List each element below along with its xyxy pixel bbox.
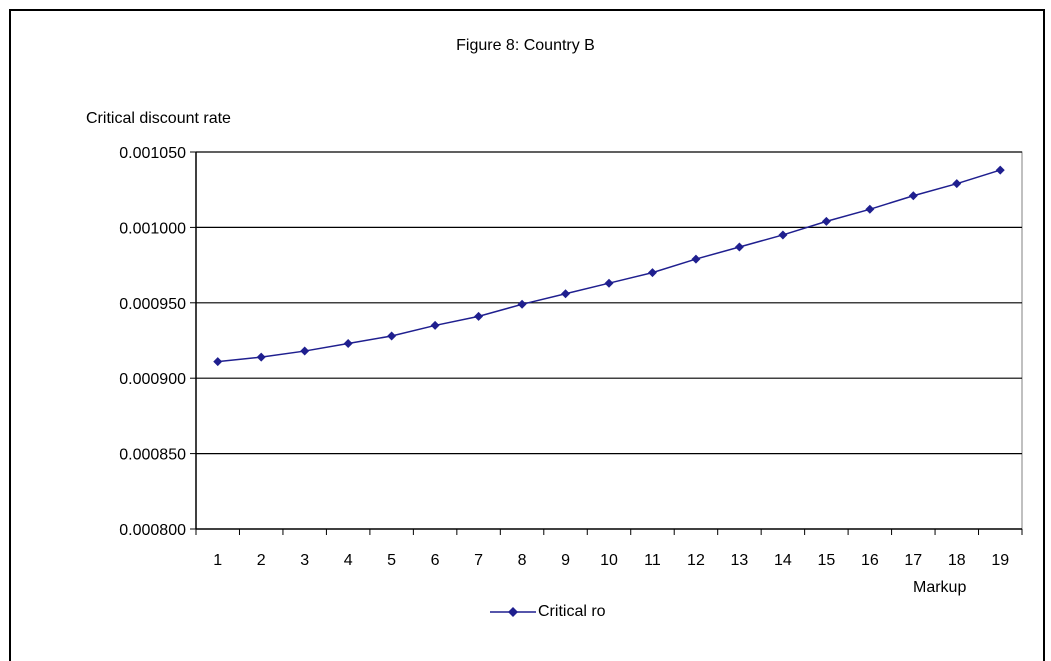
chart-frame <box>9 9 1045 661</box>
x-tick-label: 11 <box>644 552 661 569</box>
x-tick-label: 17 <box>904 552 922 569</box>
legend-label: Critical ro <box>538 603 606 620</box>
x-tick-label: 4 <box>344 552 353 569</box>
y-tick-label: 0.001050 <box>119 145 186 162</box>
x-tick-label: 19 <box>991 552 1009 569</box>
x-tick-label: 15 <box>817 552 835 569</box>
x-tick-label: 7 <box>474 552 483 569</box>
data-point <box>430 320 440 330</box>
data-point <box>734 242 744 252</box>
data-point <box>343 339 353 349</box>
x-tick-label: 12 <box>687 552 705 569</box>
data-point <box>995 165 1005 175</box>
data-point <box>604 278 614 288</box>
data-point <box>865 204 875 214</box>
legend-marker <box>490 607 536 617</box>
data-point <box>778 230 788 240</box>
x-tick-label: 10 <box>600 552 618 569</box>
data-point <box>256 352 266 362</box>
legend: Critical ro <box>490 603 606 621</box>
x-tick-label: 9 <box>561 552 570 569</box>
x-tick-label: 6 <box>431 552 440 569</box>
series-line <box>217 169 1001 363</box>
x-axis-label: Markup <box>913 579 967 596</box>
x-tick-label: 8 <box>518 552 527 569</box>
y-tick-label: 0.001000 <box>119 220 186 237</box>
x-tick-label: 13 <box>731 552 749 569</box>
y-tick-label: 0.000850 <box>119 447 186 464</box>
x-tick-label: 14 <box>774 552 792 569</box>
data-point <box>561 289 571 299</box>
data-point <box>821 216 831 226</box>
y-tick-label: 0.000800 <box>119 522 186 539</box>
data-point <box>691 254 701 264</box>
data-point <box>952 179 962 189</box>
y-tick-label: 0.000950 <box>119 296 186 313</box>
data-point <box>300 346 310 356</box>
plot-area <box>195 151 1023 530</box>
x-tick-label: 5 <box>387 552 396 569</box>
y-axis-label: Critical discount rate <box>86 110 231 127</box>
x-tick-label: 3 <box>300 552 309 569</box>
data-point <box>517 299 527 309</box>
chart-title: Figure 8: Country B <box>456 37 595 54</box>
data-point <box>474 311 484 321</box>
x-tick-label: 18 <box>948 552 966 569</box>
x-tick-label: 1 <box>213 552 222 569</box>
data-point <box>908 191 918 201</box>
data-point <box>213 357 223 367</box>
y-tick-label: 0.000900 <box>119 371 186 388</box>
data-point <box>387 331 397 341</box>
x-tick-label: 16 <box>861 552 879 569</box>
data-point <box>647 268 657 278</box>
x-tick-label: 2 <box>257 552 266 569</box>
